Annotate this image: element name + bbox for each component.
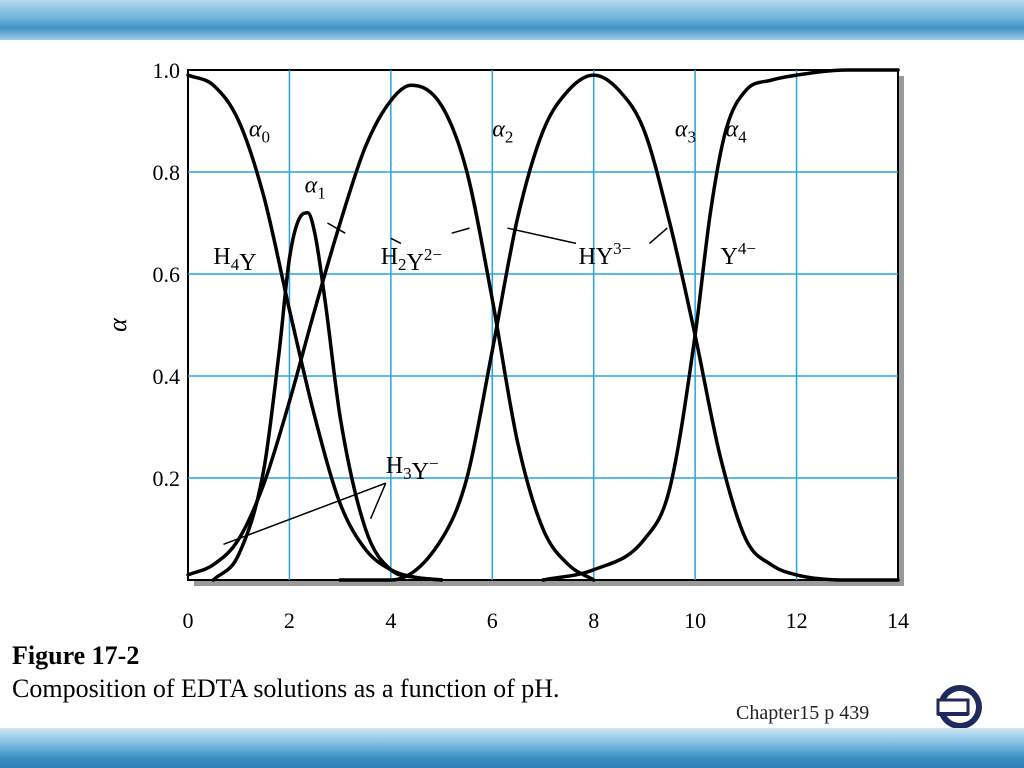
leader-line [327, 222, 346, 234]
annotation-h3y: H3Y− [386, 453, 439, 485]
annotation-hy: HY3− [579, 239, 632, 270]
x-tick-label: 12 [786, 608, 808, 633]
x-tick-label: 2 [284, 608, 295, 633]
x-tick-label: 14 [887, 608, 909, 633]
x-tick-label: 0 [183, 608, 194, 633]
plot-area [187, 69, 899, 581]
annotation-alpha2: α2 [492, 116, 513, 146]
leader-line [507, 227, 577, 245]
annotation-h2y: H2Y2− [381, 244, 442, 276]
series-line-alpha2 [186, 83, 596, 582]
leader-line [223, 482, 387, 546]
leader-line [369, 482, 387, 520]
leader-line [649, 227, 668, 244]
x-tick-label: 6 [487, 608, 498, 633]
series-line-alpha3 [338, 73, 900, 582]
y-axis-label: α [103, 317, 132, 332]
leader-line [390, 237, 402, 245]
bottom-decorative-band [0, 728, 1024, 768]
y-tick-label: 0.6 [153, 262, 181, 287]
y-tick-label: 0.2 [153, 466, 181, 491]
return-arrow-icon[interactable] [930, 682, 984, 732]
figure-description: Composition of EDTA solutions as a funct… [12, 674, 560, 703]
x-tick-label: 8 [588, 608, 599, 633]
series-line-alpha4 [541, 68, 900, 582]
y-tick-label: 0.4 [153, 364, 181, 389]
y-tick-label: 1.0 [153, 58, 181, 83]
y-tick-label: 0.8 [153, 160, 181, 185]
annotation-alpha3: α3 [675, 116, 696, 146]
annotation-alpha4: α4 [726, 116, 748, 146]
annotation-y4: Y4− [721, 239, 756, 270]
top-decorative-band [0, 0, 1024, 40]
annotation-alpha1: α1 [305, 172, 326, 202]
annotation-h4y: H4Y [213, 244, 256, 276]
slide-reference: Chapter15 p 439 [736, 702, 870, 724]
series-line-alpha1 [211, 211, 444, 582]
leader-line [451, 227, 470, 234]
x-tick-label: 10 [684, 608, 706, 633]
figure-caption: Figure 17-2 Composition of EDTA solution… [12, 640, 560, 706]
figure-title: Figure 17-2 [12, 641, 140, 670]
edta-composition-chart: 0 2 4 6 8 10 12 14 0.2 0.4 0.6 0.8 1.0 α α0 α1 α2 α3 α4 H4Y… [103, 58, 909, 633]
x-tick-label: 4 [385, 608, 396, 633]
annotation-alpha0: α0 [249, 116, 270, 146]
